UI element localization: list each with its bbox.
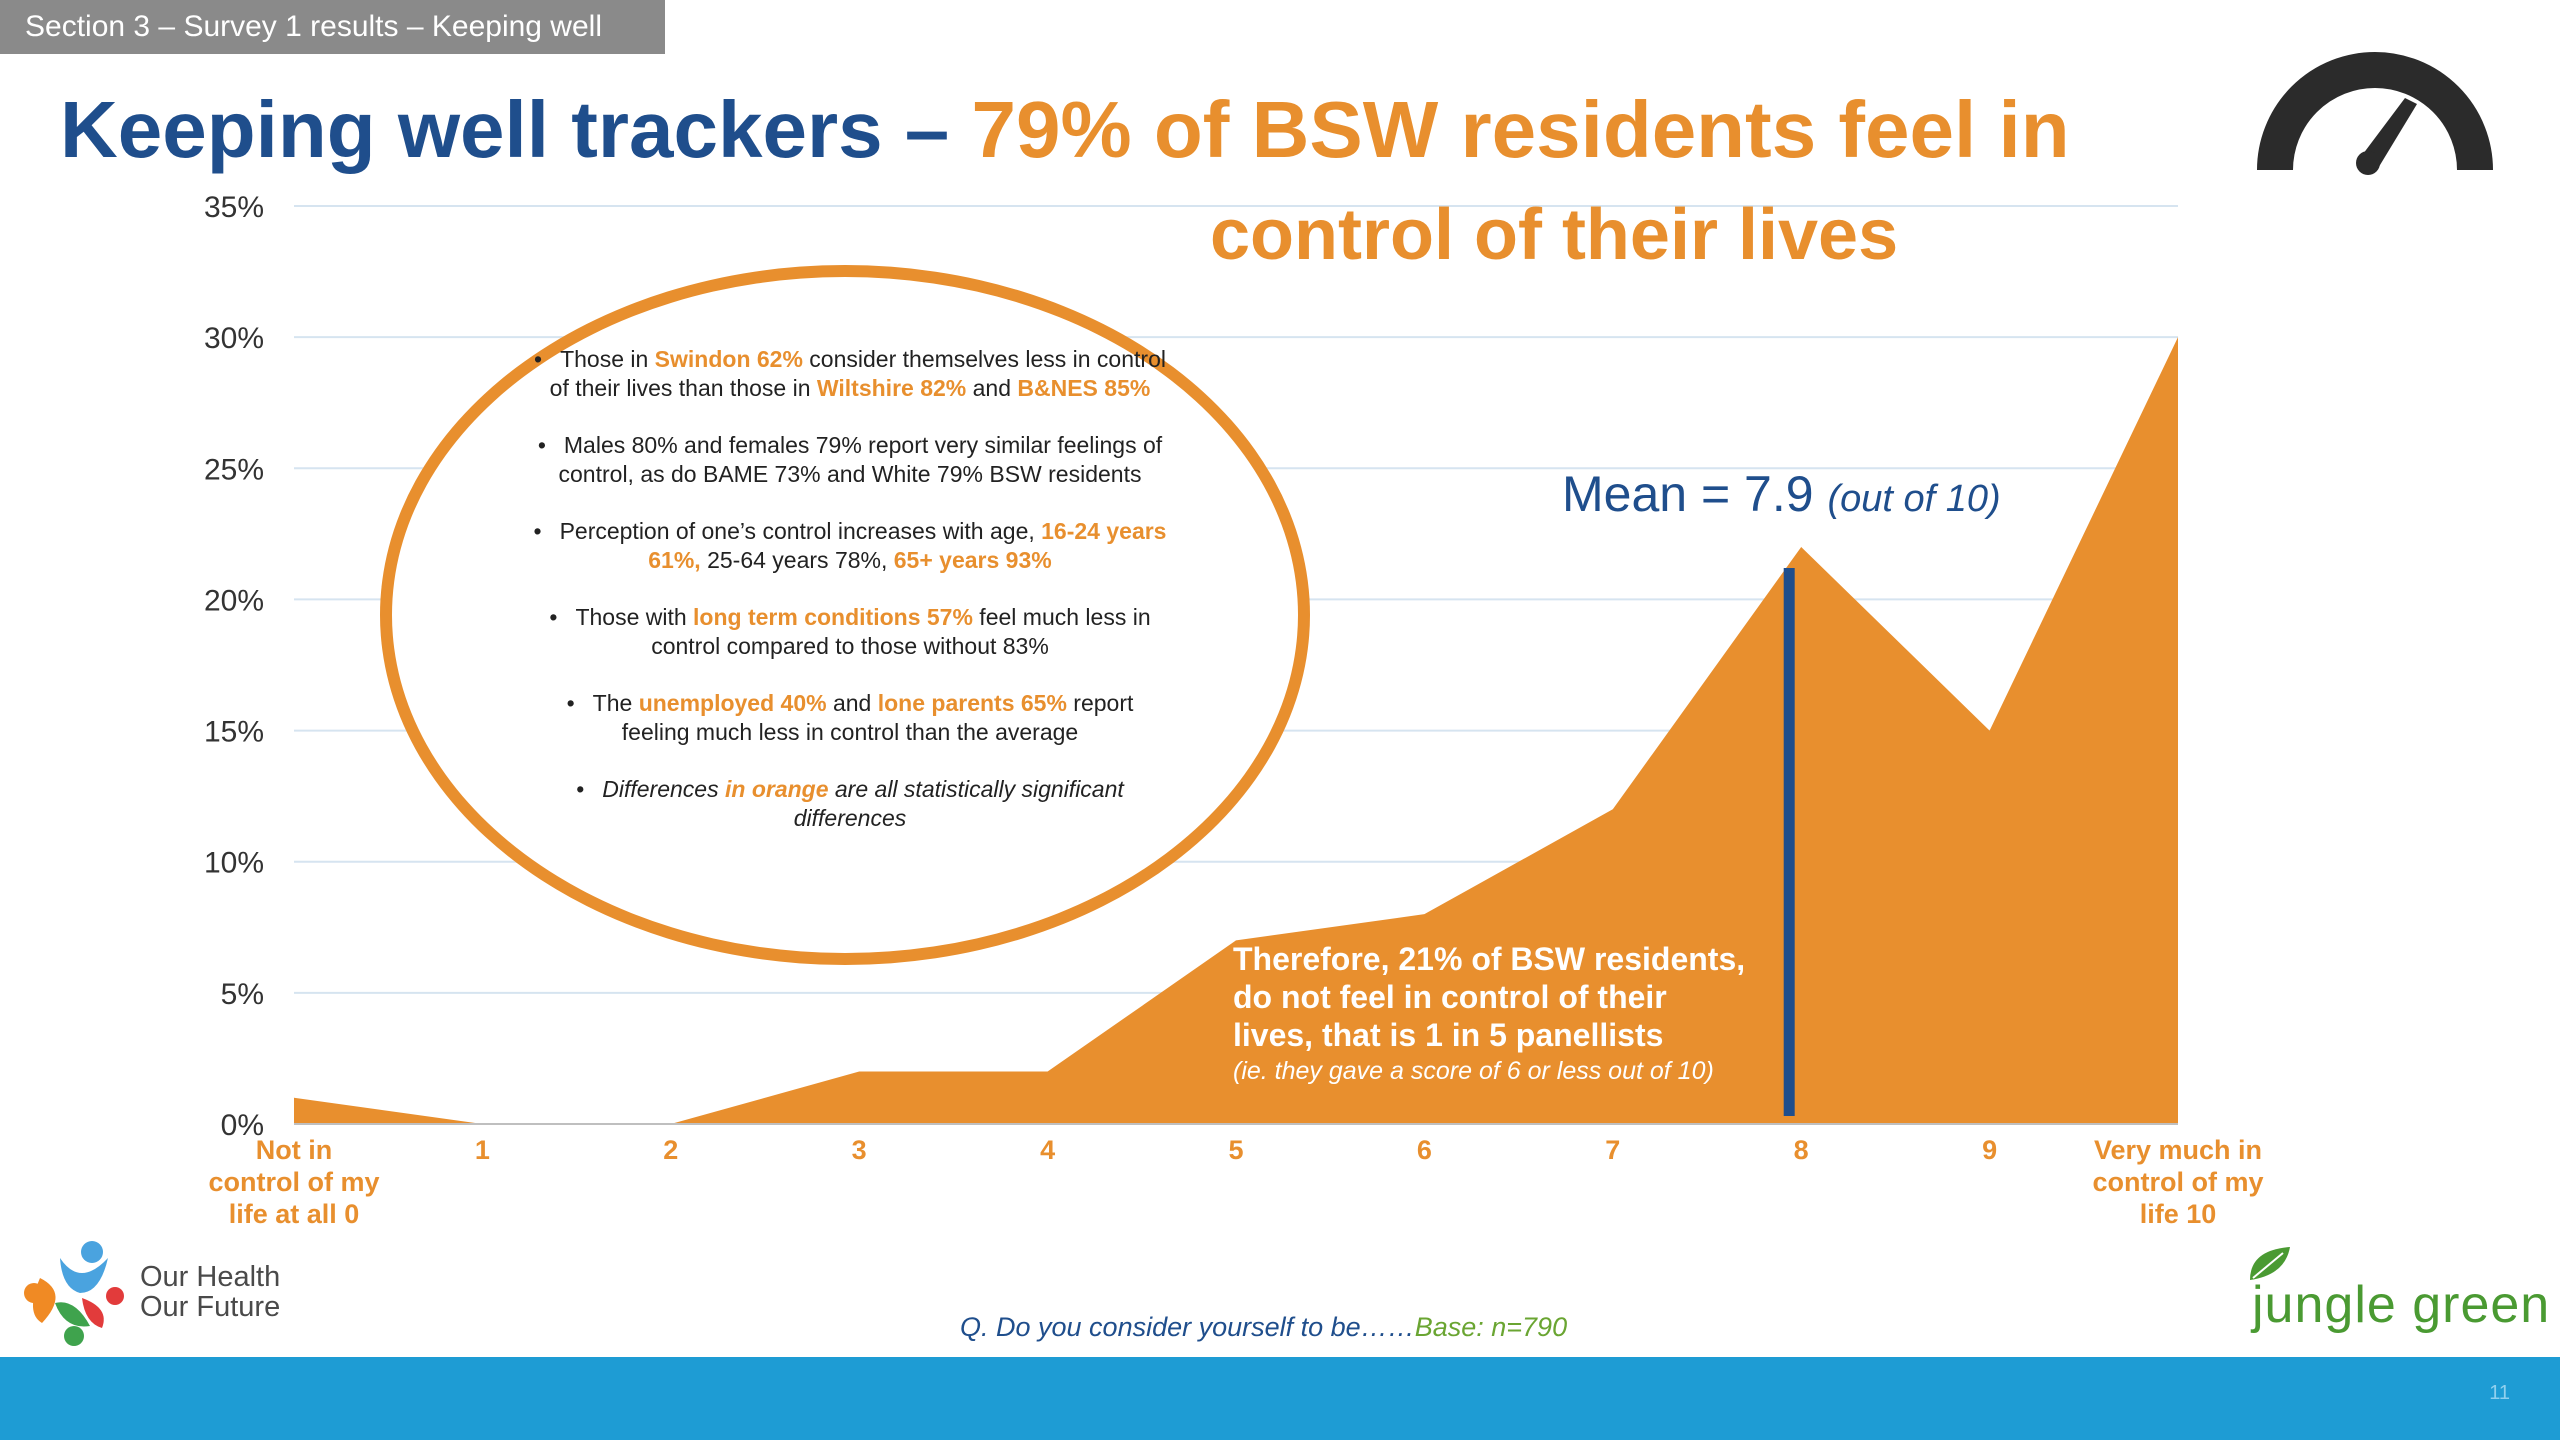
- finding-text: Wiltshire 82%: [816, 375, 967, 401]
- speedometer-gauge-icon: [2257, 52, 2493, 175]
- finding-text: B&NES 85%: [1017, 375, 1151, 401]
- title-main: Keeping well trackers –: [60, 85, 972, 174]
- x-tick-label-line: control of my: [208, 1167, 379, 1197]
- x-tick-label-line: Very much in: [2094, 1135, 2262, 1165]
- bullet-dot: •: [549, 604, 558, 630]
- question-base: Base: n=790: [1414, 1312, 1568, 1342]
- finding-text: 16-24 years 61%,: [648, 518, 1167, 573]
- x-tick-label-line: 1: [475, 1135, 490, 1165]
- therefore-line: Therefore, 21% of BSW residents,: [1233, 941, 1746, 977]
- finding-bullet: • Differences in orange are all statistic…: [530, 775, 1170, 833]
- jungle-green-leaf-icon: [2250, 1247, 2290, 1280]
- y-tick-label: 0%: [221, 1109, 264, 1142]
- footer-bar: [0, 1357, 2560, 1440]
- therefore-line: do not feel in control of their: [1233, 979, 1667, 1015]
- finding-bullet: • Males 80% and females 79% report very s…: [530, 431, 1170, 489]
- our-health-our-future-logo: [24, 1241, 124, 1346]
- finding-text: Males 80% and females 79% report very si…: [558, 432, 1163, 487]
- x-tick-label: 2: [663, 1135, 678, 1165]
- mean-value: Mean = 7.9: [1562, 466, 1828, 522]
- x-tick-label: 9: [1982, 1135, 1997, 1165]
- finding-text: consider themselves less in control of t…: [549, 346, 1166, 401]
- finding-bullet: • Those in Swindon 62% consider themselve…: [530, 345, 1170, 403]
- finding-text: lone parents 65%: [877, 690, 1067, 716]
- y-tick-label: 35%: [204, 191, 264, 224]
- findings-list: • Those in Swindon 62% consider themselve…: [530, 345, 1170, 861]
- x-tick-label-line: 8: [1794, 1135, 1809, 1165]
- mean-scale: (out of 10): [1827, 478, 2001, 520]
- ohof-line1: Our Health: [140, 1261, 281, 1293]
- therefore-callout: Therefore, 21% of BSW residents, do not …: [1233, 940, 1745, 1088]
- finding-text: in orange: [724, 776, 829, 802]
- x-tick-label: Not in control of my life at all 0: [208, 1135, 379, 1229]
- x-tick-label: 1: [475, 1135, 490, 1165]
- finding-text: Swindon 62%: [654, 346, 803, 372]
- finding-text: Perception of one’s control increases wi…: [559, 518, 1042, 544]
- page-number: 11: [2489, 1382, 2510, 1404]
- x-tick-label-line: 4: [1040, 1135, 1055, 1165]
- x-tick-label-line: 6: [1417, 1135, 1432, 1165]
- therefore-line: lives, that is 1 in 5 panellists: [1233, 1017, 1664, 1053]
- y-tick-label: 25%: [204, 453, 264, 486]
- bullet-dot: •: [566, 690, 575, 716]
- ohof-logo-text: Our Health Our Future: [140, 1262, 280, 1322]
- finding-text: and: [826, 690, 878, 716]
- finding-text: unemployed 40%: [638, 690, 827, 716]
- finding-text: are all statistically significant differ…: [793, 776, 1124, 831]
- mean-label: Mean = 7.9 (out of 10): [1562, 465, 2001, 523]
- x-tick-label: 4: [1040, 1135, 1055, 1165]
- bullet-dot: •: [537, 432, 546, 458]
- x-tick-label-line: life at all 0: [229, 1199, 360, 1229]
- title-line2: control of their lives: [1210, 195, 1899, 275]
- x-tick-label-line: life 10: [2140, 1199, 2217, 1229]
- jungle-green-logo-text: jungle green: [2252, 1276, 2551, 1334]
- area-series: [294, 337, 2178, 1125]
- finding-text: long term conditions 57%: [693, 604, 973, 630]
- y-tick-label: 5%: [221, 978, 264, 1011]
- bullet-dot: •: [534, 346, 543, 372]
- x-tick-label: 5: [1228, 1135, 1243, 1165]
- section-tab: Section 3 – Survey 1 results – Keeping w…: [0, 0, 665, 54]
- x-tick-label-line: control of my: [2092, 1167, 2263, 1197]
- x-tick-label: Very much in control of my life 10: [2092, 1135, 2263, 1229]
- finding-text: Those with: [575, 604, 694, 630]
- question-text: Q. Do you consider yourself to be……: [960, 1312, 1415, 1342]
- finding-text: The: [592, 690, 639, 716]
- finding-bullet: • Perception of one’s control increases w…: [530, 517, 1170, 575]
- x-tick-label: 8: [1794, 1135, 1809, 1165]
- x-tick-label-line: Not in: [256, 1135, 332, 1165]
- finding-text: and: [966, 375, 1018, 401]
- therefore-note: (ie. they gave a score of 6 or less out …: [1233, 1057, 1714, 1085]
- ohof-line2: Our Future: [140, 1291, 281, 1323]
- x-tick-label-line: 9: [1982, 1135, 1997, 1165]
- y-tick-label: 20%: [204, 584, 264, 617]
- bullet-dot: •: [533, 518, 542, 544]
- finding-text: feel much less in control compared to th…: [651, 604, 1151, 659]
- finding-text: 25-64 years 78%,: [700, 547, 894, 573]
- title-highlight: 79% of BSW residents feel in: [971, 85, 2070, 174]
- finding-text: Differences: [602, 776, 725, 802]
- finding-bullet: • Those with long term conditions 57% fee…: [530, 603, 1170, 661]
- finding-text: report feeling much less in control than…: [621, 690, 1134, 745]
- x-tick-label-line: 5: [1228, 1135, 1243, 1165]
- y-tick-label: 10%: [204, 847, 264, 880]
- page-title: Keeping well trackers – 79% of BSW resid…: [60, 80, 2070, 180]
- finding-text: Those in: [560, 346, 655, 372]
- finding-text: 65+ years 93%: [893, 547, 1052, 573]
- x-tick-label-line: 2: [663, 1135, 678, 1165]
- y-tick-label: 30%: [204, 322, 264, 355]
- x-tick-label-line: 3: [852, 1135, 867, 1165]
- x-tick-label: 3: [852, 1135, 867, 1165]
- bullet-dot: •: [576, 776, 585, 802]
- x-tick-label: 6: [1417, 1135, 1432, 1165]
- x-tick-label-line: 7: [1605, 1135, 1620, 1165]
- y-tick-label: 15%: [204, 716, 264, 749]
- x-tick-label: 7: [1605, 1135, 1620, 1165]
- finding-bullet: • The unemployed 40% and lone parents 65%…: [530, 689, 1170, 747]
- survey-question: Q. Do you consider yourself to be……Base:…: [960, 1312, 1567, 1343]
